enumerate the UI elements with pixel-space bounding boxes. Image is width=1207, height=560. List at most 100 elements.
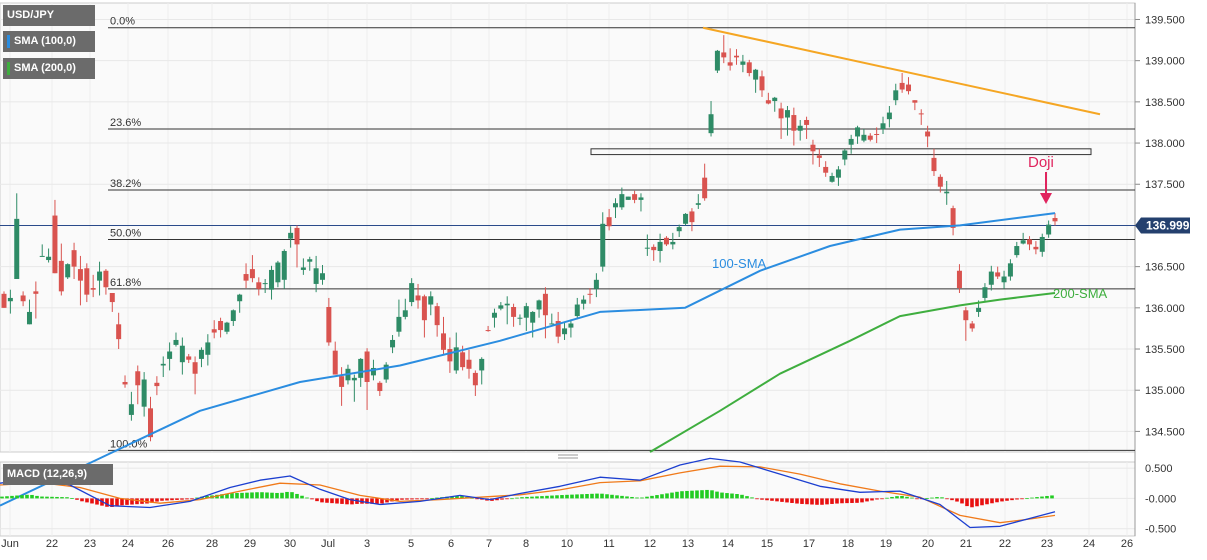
macd-legend[interactable]: MACD (12,26,9) [3, 464, 113, 485]
macd-histogram-bar [495, 498, 499, 501]
candle-body [90, 288, 96, 290]
macd-histogram-bar [645, 496, 649, 499]
macd-histogram-bar [880, 498, 884, 500]
macd-histogram-bar [905, 496, 909, 499]
legend-item-sma200-label: SMA (200,0) [14, 62, 76, 74]
macd-histogram-bar [700, 490, 704, 499]
legend-item-pair[interactable]: USD/JPY [3, 5, 95, 26]
macd-histogram-bar [760, 498, 764, 500]
descending-trendline [702, 26, 1101, 116]
candle-body [243, 274, 249, 281]
candle-body [746, 62, 752, 74]
macd-histogram-bar [800, 498, 804, 504]
candle-body [383, 364, 389, 380]
macd-histogram-bar [5, 496, 9, 499]
candle-body [944, 191, 950, 194]
macd-histogram-bar [250, 492, 254, 499]
macd-histogram-bar [275, 492, 279, 499]
macd-histogram-bar [290, 492, 294, 499]
x-tick-label: 10 [561, 538, 573, 550]
macd-histogram-bar [660, 494, 664, 499]
macd-histogram-bar [10, 495, 14, 499]
candle-body [504, 303, 510, 306]
macd-histogram-bar [135, 498, 139, 505]
macd-histogram-bar [95, 498, 99, 505]
macd-histogram-bar [960, 498, 964, 504]
x-tick-label: 18 [842, 538, 854, 550]
candle-body [536, 300, 542, 310]
sma100-annotation: 100-SMA [712, 256, 767, 271]
candle-body [441, 333, 447, 350]
candle-body [963, 310, 969, 321]
macd-histogram-bar [105, 498, 109, 507]
candle-body [1046, 224, 1052, 235]
y-tick-label: 134.500 [1145, 426, 1185, 438]
candle-body [116, 324, 122, 340]
x-tick-label: 26 [1121, 538, 1133, 550]
candle-body [587, 293, 593, 295]
candle-body [689, 211, 695, 223]
x-tick-label: 20 [922, 538, 934, 550]
macd-histogram-bar [335, 498, 339, 504]
x-tick-label: 12 [644, 538, 656, 550]
candle-body [523, 306, 529, 318]
doji-annotation: Doji [1028, 154, 1054, 171]
candle-body [1001, 276, 1007, 283]
candle-body [695, 203, 701, 205]
y-tick-label: 139.500 [1145, 14, 1185, 26]
macd-y-tick-label: 0.500 [1145, 463, 1173, 475]
macd-histogram-bar [340, 498, 344, 504]
macd-histogram-bar [60, 497, 64, 499]
macd-histogram-bar [690, 490, 694, 499]
sma200-swatch-icon [7, 61, 10, 75]
macd-histogram-bar [170, 498, 174, 501]
y-tick-label: 136.000 [1145, 303, 1185, 315]
macd-histogram-bar [505, 498, 509, 500]
candle-body [33, 291, 39, 294]
candle-body [364, 351, 370, 382]
candle-body [14, 218, 20, 279]
candle-body [797, 125, 803, 131]
x-tick-label: 19 [880, 538, 892, 550]
candle-body [256, 282, 262, 289]
candle-body [670, 241, 676, 245]
x-tick-label: Jul [321, 538, 335, 550]
candle-body [46, 256, 52, 261]
legend-item-sma200[interactable]: SMA (200,0) [3, 58, 95, 79]
macd-histogram-bar [600, 493, 604, 499]
macd-histogram-bar [580, 494, 584, 499]
candle-body [842, 150, 848, 160]
macd-histogram-bar [590, 493, 594, 499]
macd-histogram-bar [850, 498, 854, 503]
macd-histogram-bar [745, 496, 749, 499]
macd-histogram-bar [125, 498, 129, 505]
candle-body [179, 345, 185, 363]
candle-body [1007, 263, 1013, 277]
macd-histogram-bar [795, 498, 799, 504]
candle-body [154, 382, 160, 387]
macd-histogram-bar [585, 494, 589, 499]
macd-histogram-bar [515, 497, 519, 499]
macd-histogram-bar [380, 498, 384, 504]
macd-histogram-bar [930, 497, 934, 499]
candle-body [192, 362, 198, 374]
legend-item-sma100[interactable]: SMA (100,0) [3, 31, 95, 52]
sma200-line [649, 292, 1056, 453]
candle-body [593, 279, 599, 289]
macd-histogram-bar [195, 497, 199, 499]
macd-histogram-bar [990, 498, 994, 504]
candle-body [823, 166, 829, 173]
macd-histogram-bar [430, 498, 434, 499]
macd-histogram-bar [30, 494, 34, 499]
x-tick-label: 13 [682, 538, 694, 550]
macd-histogram-bar [265, 492, 269, 499]
candle-body [148, 408, 154, 438]
macd-histogram-bar [1005, 498, 1009, 501]
macd-histogram-bar [1050, 495, 1054, 499]
candle-body [816, 155, 822, 158]
macd-histogram-bar [790, 498, 794, 503]
candle-body [753, 69, 759, 80]
candle-body [26, 311, 32, 325]
candle-body [7, 297, 13, 302]
candle-body [562, 328, 568, 335]
